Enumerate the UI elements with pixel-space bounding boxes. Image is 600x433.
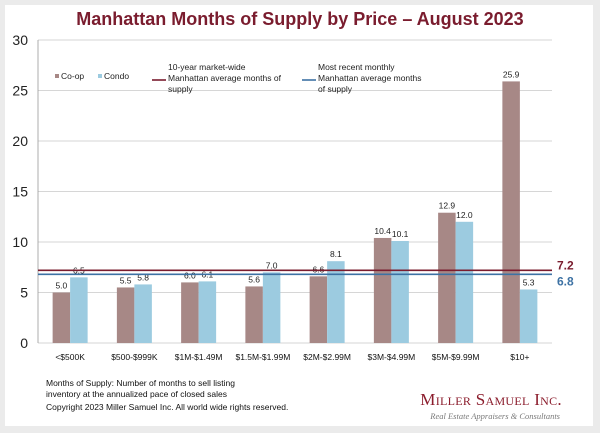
footnote-line-1: Months of Supply: Number of months to se… — [46, 378, 235, 388]
bar-condo — [455, 221, 474, 343]
data-label: 7.0 — [266, 260, 278, 270]
data-label: 12.9 — [439, 201, 456, 211]
legend-swatch — [98, 74, 102, 78]
x-tick-label: $1.5M-$1.99M — [235, 352, 290, 362]
bar-coop — [373, 237, 392, 343]
y-tick-label: 10 — [12, 234, 28, 250]
x-tick-label: $10+ — [510, 352, 529, 362]
bar-condo — [262, 272, 281, 343]
legend-label: Manhattan average months of — [168, 73, 282, 83]
bar-condo — [70, 277, 88, 343]
reference-value-label: 7.2 — [557, 258, 574, 272]
bar-condo — [198, 281, 217, 343]
bar-condo — [327, 261, 345, 343]
copyright: Copyright 2023 Miller Samuel Inc. All wo… — [46, 402, 289, 412]
bar-coop — [181, 282, 199, 343]
y-tick-label: 0 — [20, 335, 28, 351]
y-tick-label: 25 — [12, 83, 28, 99]
legend-label: supply — [168, 84, 193, 94]
legend-label: Most recent monthly — [318, 62, 395, 72]
x-tick-label: $2M-$2.99M — [303, 352, 351, 362]
x-tick-label: $3M-$4.99M — [368, 352, 416, 362]
data-label: 12.0 — [456, 210, 473, 220]
reference-value-label: 6.8 — [557, 274, 574, 288]
x-tick-label: <$500K — [55, 352, 85, 362]
x-tick-label: $5M-$9.99M — [432, 352, 480, 362]
legend-label: 10-year market-wide — [168, 62, 246, 72]
company-tagline: Real Estate Appraisers & Consultants — [430, 411, 560, 421]
y-tick-label: 5 — [20, 285, 28, 301]
data-label: 25.9 — [503, 69, 520, 79]
chart-title: Manhattan Months of Supply by Price – Au… — [76, 9, 523, 29]
data-label: 10.4 — [374, 226, 391, 236]
footnote-line-2: inventory at the annualized pace of clos… — [46, 389, 227, 399]
bar-coop — [309, 276, 328, 343]
data-label: 5.0 — [55, 281, 67, 291]
data-label: 6.0 — [184, 270, 196, 280]
legend-label: Co-op — [61, 71, 84, 81]
data-label: 5.5 — [120, 275, 132, 285]
y-tick-label: 20 — [12, 133, 28, 149]
x-tick-label: $1M-$1.49M — [175, 352, 223, 362]
y-tick-label: 30 — [12, 32, 28, 48]
data-label: 8.1 — [330, 249, 342, 259]
bar-condo — [391, 240, 409, 343]
data-label: 5.8 — [137, 272, 149, 282]
company-logo: Miller Samuel Inc. — [420, 390, 562, 409]
bar-coop — [502, 81, 520, 343]
chart-card — [5, 5, 593, 426]
data-label: 5.6 — [248, 274, 260, 284]
legend-label: Condo — [104, 71, 129, 81]
data-label: 6.6 — [312, 264, 324, 274]
bar-coop — [116, 287, 135, 343]
legend-label: Manhattan average months — [318, 73, 421, 83]
bar-condo — [134, 284, 152, 343]
data-label: 10.1 — [392, 229, 409, 239]
x-tick-label: $500-$999K — [111, 352, 158, 362]
bar-coop — [438, 212, 456, 343]
data-label: 5.3 — [523, 277, 535, 287]
legend-swatch — [55, 74, 59, 78]
bar-coop — [245, 286, 263, 343]
bar-coop — [52, 292, 71, 343]
bar-condo — [519, 289, 538, 343]
legend-label: of supply — [318, 84, 353, 94]
y-tick-label: 15 — [12, 184, 28, 200]
